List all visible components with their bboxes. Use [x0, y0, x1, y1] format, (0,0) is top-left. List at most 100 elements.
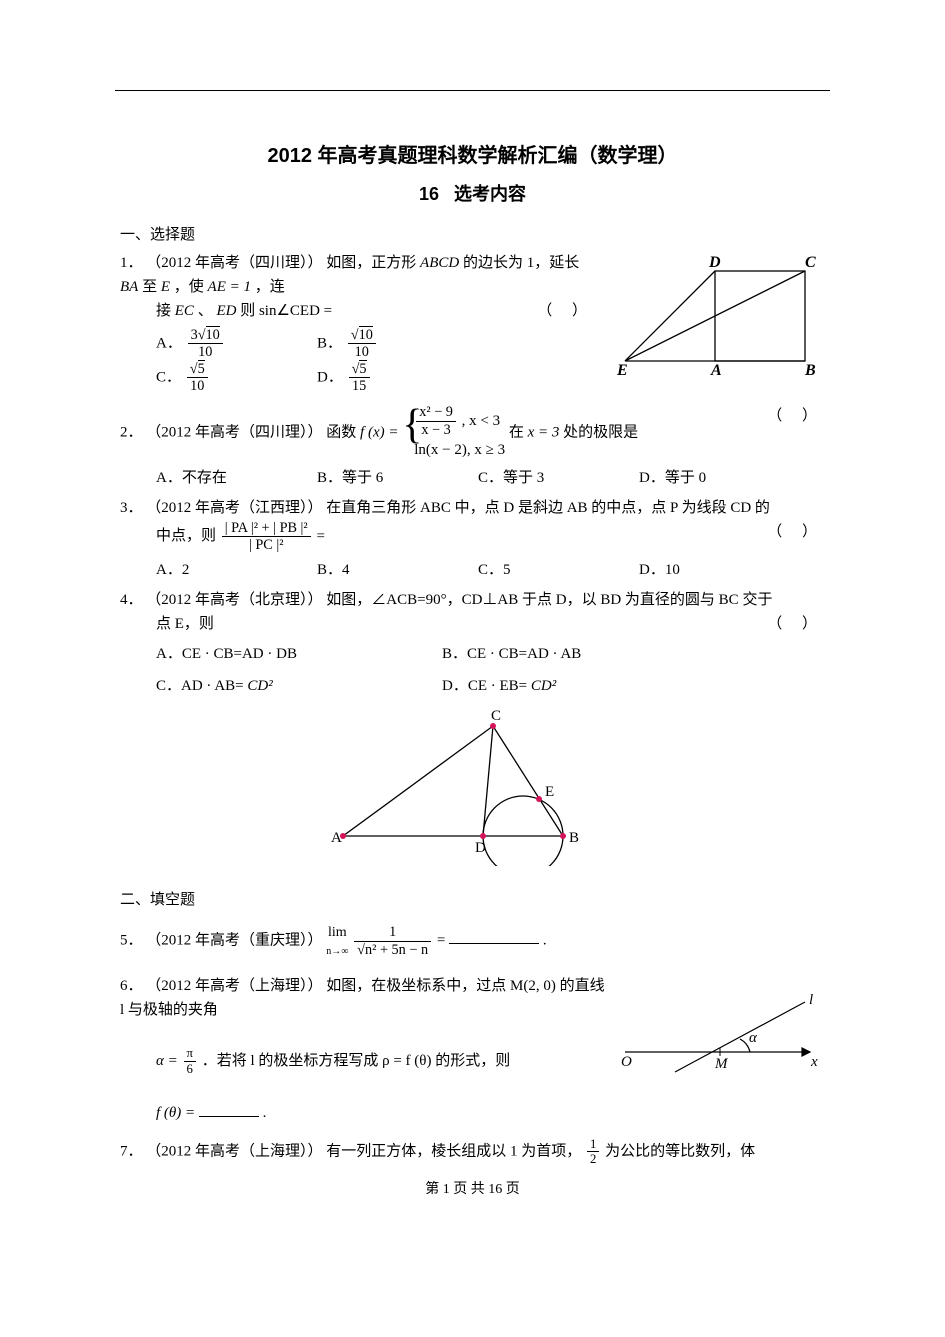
- page-title: 2012 年高考真题理科数学解析汇编（数学理）: [120, 140, 825, 172]
- question-5: 5． （2012 年高考（重庆理）） lim n→∞ 1 √n² + 5n − …: [120, 922, 825, 960]
- q1-number: 1．: [120, 255, 143, 271]
- q1-optA: A． 3√1010: [156, 327, 311, 361]
- q4-label-C: C: [491, 708, 501, 724]
- q2-number: 2．: [120, 425, 143, 441]
- q1A-num: 3: [191, 327, 198, 343]
- q3-expr: | PA |² + | PB |² | PC |²: [222, 520, 311, 554]
- q1-label-B: B: [804, 362, 816, 379]
- q3-optC: C．5: [478, 558, 633, 582]
- subtitle-num: 16: [419, 184, 439, 204]
- question-1: D C E A B 1． （2012 年高考（四川理）） 如图，正方形 ABCD…: [120, 251, 825, 399]
- q4-label-A: A: [331, 830, 342, 846]
- q1-t1: 如图，正方形: [326, 255, 420, 271]
- q4-figure: A B C D E: [120, 706, 825, 874]
- q1-figure: D C E A B: [605, 251, 825, 389]
- q1-optC: C． √510: [156, 361, 311, 395]
- q1-ba: BA: [120, 279, 138, 295]
- footer-prefix: 第: [425, 1182, 443, 1197]
- q1C-rad: 5: [198, 360, 205, 377]
- q7-text-a: 有一列正方体，棱长组成以 1 为首项，: [326, 1143, 581, 1159]
- q2-t1: 函数: [326, 425, 360, 441]
- q6-line2b: ．若将 l 的极坐标方程写成 ρ = f (θ) 的形式，则: [202, 1053, 511, 1069]
- q4-label-E: E: [545, 784, 554, 800]
- q4D-a: D．CE · EB=: [442, 678, 531, 694]
- q3-text: 在直角三角形 ABC 中，点 D 是斜边 AB 的中点，点 P 为线段 CD 的: [326, 500, 770, 516]
- q4D-b: CD²: [531, 678, 556, 694]
- q5-lim: lim: [326, 922, 348, 944]
- q2-optB: B．等于 6: [317, 466, 472, 490]
- q2-source: （2012 年高考（四川理））: [146, 425, 322, 441]
- q4-number: 4．: [120, 592, 143, 608]
- q1-ed: ED: [216, 303, 236, 319]
- section-heading-1: 一、选择题: [120, 223, 825, 247]
- q4-optA: A．CE · CB=AD · DB: [156, 642, 436, 666]
- q1-options: A． 3√1010 B． √1010 C． √510 D． √515: [156, 327, 599, 395]
- q1-ec: EC: [175, 303, 194, 319]
- q3-optA: A．2: [156, 558, 311, 582]
- q6-source: （2012 年高考（上海理））: [146, 978, 322, 994]
- q6-alpha-eq: α =: [156, 1053, 182, 1069]
- q3-number: 3．: [120, 500, 143, 516]
- q4-label-B: B: [569, 830, 579, 846]
- q2-tail-b: x = 3: [528, 425, 560, 441]
- q6-label-alpha: α: [749, 1030, 758, 1046]
- q2-r1-cond: , x < 3: [462, 413, 500, 429]
- q5-num: 1: [354, 924, 431, 941]
- q1-t7: 、: [198, 303, 213, 319]
- q1-e: E: [161, 279, 170, 295]
- q4-options: A．CE · CB=AD · DB B．CE · CB=AD · AB C．AD…: [156, 642, 825, 698]
- q3-expr-den: | PC |²: [222, 537, 311, 553]
- q6-alpha-num: π: [184, 1046, 196, 1062]
- question-7: 7． （2012 年高考（上海理）） 有一列正方体，棱长组成以 1 为首项， 1…: [120, 1137, 825, 1167]
- q4-optB: B．CE · CB=AD · AB: [442, 642, 722, 666]
- q1-optB: B． √1010: [317, 327, 472, 361]
- question-3: 3． （2012 年高考（江西理）） 在直角三角形 ABC 中，点 D 是斜边 …: [120, 496, 825, 582]
- q6-label-O: O: [621, 1054, 632, 1070]
- q1-t6: 接: [156, 303, 175, 319]
- q1-label-C: C: [805, 254, 816, 271]
- q1B-den: 10: [348, 344, 376, 360]
- q1-t3: 至: [142, 279, 161, 295]
- q2-blank-paren: （ ）: [767, 404, 825, 428]
- footer-mid: 页 共: [453, 1182, 488, 1197]
- q3-expr-num: | PA |² + | PB |²: [222, 520, 311, 537]
- q4-source: （2012 年高考（北京理））: [146, 592, 322, 608]
- subtitle-text: 选考内容: [454, 184, 526, 204]
- q1-abcd: ABCD: [420, 255, 459, 271]
- q6-label-l: l: [809, 992, 813, 1008]
- question-2: 2． （2012 年高考（四川理）） 函数 f (x) = { x² − 9x …: [120, 404, 825, 490]
- q5-eq: =: [437, 932, 445, 948]
- q4C-b: CD²: [247, 678, 272, 694]
- q1A-den: 10: [188, 344, 223, 360]
- q6-blank: [199, 1116, 259, 1117]
- question-6: O M x l α 6． （2012 年高考（上海理）） 如图，在极坐标系中，过…: [120, 974, 825, 1124]
- footer-page: 1: [443, 1182, 450, 1197]
- q1-label-A: A: [710, 362, 722, 379]
- q5-source: （2012 年高考（重庆理））: [146, 932, 322, 948]
- q2-tail-c: 处的极限是: [563, 425, 638, 441]
- q4-optC: C．AD · AB= CD²: [156, 674, 436, 698]
- q1D-den: 15: [349, 378, 370, 394]
- q5-blank: [449, 943, 539, 944]
- q2-optD: D．等于 0: [639, 466, 794, 490]
- q5-number: 5．: [120, 932, 143, 948]
- q7-half-den: 2: [587, 1152, 599, 1167]
- q1-t5: ，连: [255, 279, 285, 295]
- q7-source: （2012 年高考（上海理））: [146, 1143, 322, 1159]
- q5-rad: n² + 5n: [365, 941, 406, 958]
- q5-tail: − n: [409, 942, 428, 958]
- q4C-a: C．AD · AB=: [156, 678, 247, 694]
- q1-t8: 则 sin∠CED =: [240, 303, 332, 319]
- q3-blank-paren: （ ）: [767, 520, 825, 544]
- q1-label-E: E: [616, 362, 628, 379]
- q4-text: 如图，∠ACB=90°，CD⊥AB 于点 D，以 BD 为直径的圆与 BC 交于: [326, 592, 772, 608]
- q2-optC: C．等于 3: [478, 466, 633, 490]
- q6-label-x: x: [810, 1054, 818, 1070]
- q4-optD: D．CE · EB= CD²: [442, 674, 722, 698]
- q1-optA-label: A．: [156, 335, 182, 351]
- q5-lim-sub: n→∞: [326, 944, 348, 960]
- q6-ftheta: f (θ) =: [156, 1105, 199, 1121]
- q6-alpha-den: 6: [184, 1062, 196, 1077]
- page-footer: 第 1 页 共 16 页: [120, 1179, 825, 1201]
- q2-piecewise: { x² − 9x − 3 , x < 3 ln(x − 2), x ≥ 3: [402, 404, 505, 462]
